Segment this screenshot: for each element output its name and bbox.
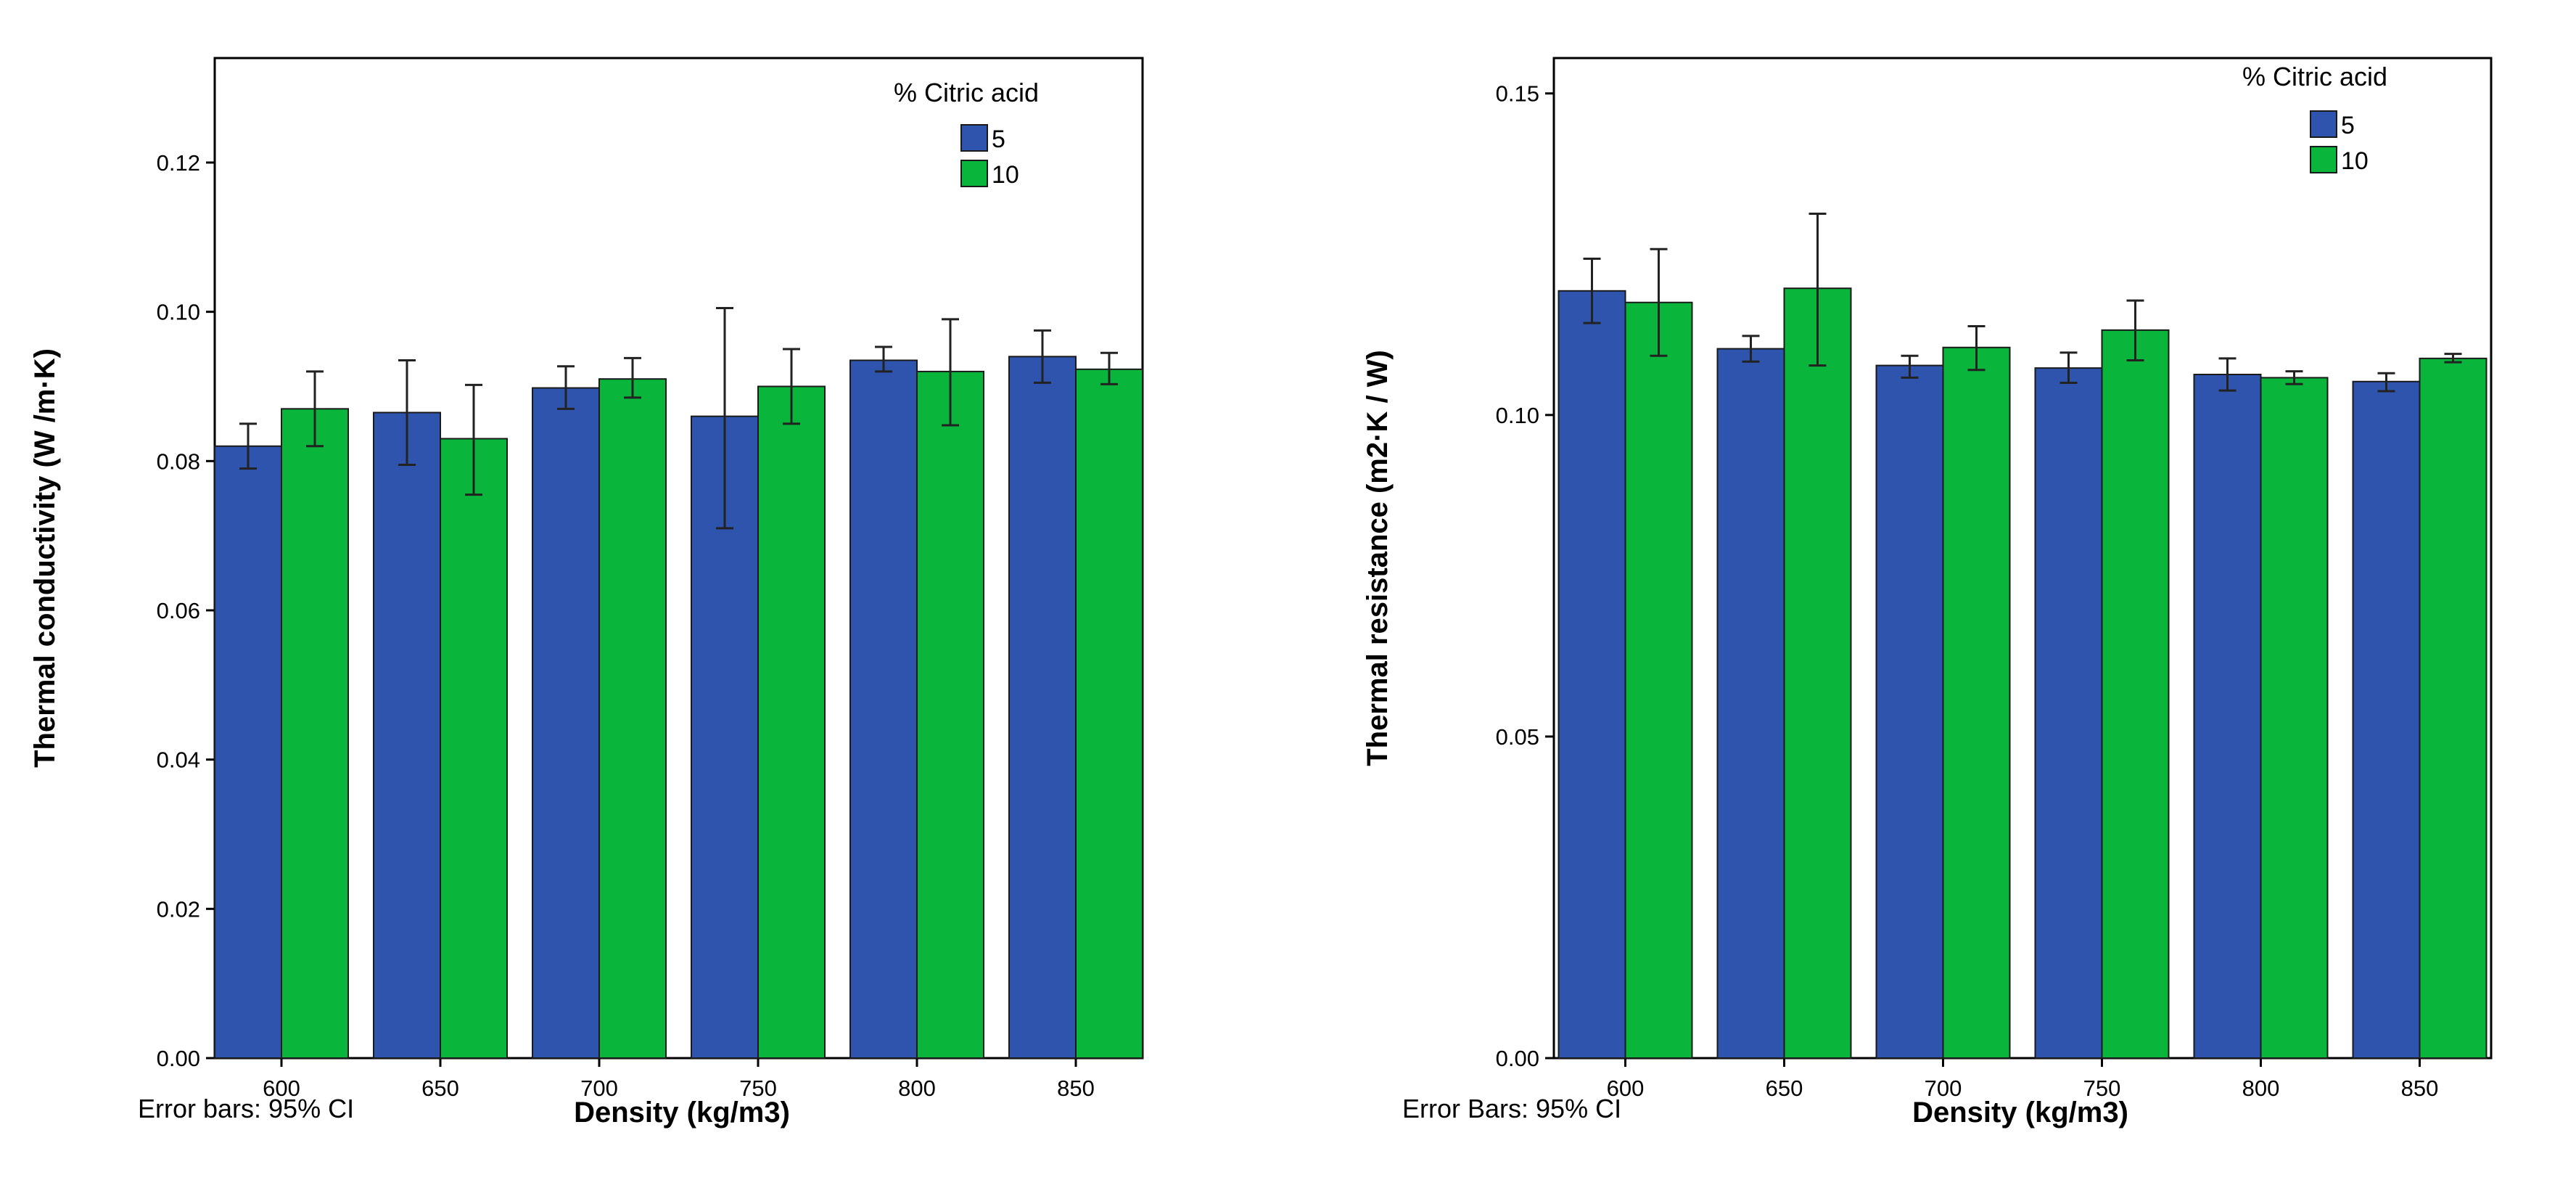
legend-title: % Citric acid (2242, 62, 2387, 91)
plot-frame (213, 57, 1144, 1060)
bar-10-650 (440, 438, 508, 1059)
legend: % Citric acid 5 10 (894, 78, 1039, 189)
bar-5-700 (1875, 364, 1944, 1059)
legend-swatch-10 (960, 160, 988, 187)
x-tick-label: 700 (1925, 1076, 1962, 1101)
chart-thermal-resistance: 0.00 0.05 0.10 0.15 600 650 700 750 800 850 % Citr… (1362, 57, 2493, 1129)
bar-5-600 (214, 445, 282, 1059)
legend-title: % Citric acid (894, 78, 1039, 107)
y-tick-label: 0.00 (157, 1046, 200, 1071)
bar-10-750 (2101, 329, 2170, 1059)
y-tick-label: 0.04 (157, 748, 200, 773)
error-bar-note: Error bars: 95% CI (138, 1094, 354, 1123)
bar-5-750 (2034, 367, 2103, 1059)
x-tick-label: 850 (1057, 1076, 1095, 1101)
legend: % Citric acid 5 10 (2242, 62, 2387, 175)
y-axis-title: Thermal conductivity (W /m·K) (29, 348, 61, 768)
error-bar-note: Error Bars: 95% CI (1402, 1094, 1621, 1123)
bar-10-700 (1942, 346, 2011, 1059)
bar-10-850 (2419, 357, 2487, 1059)
x-axis-title: Density (kg/m3) (1912, 1097, 2128, 1129)
bar-10-600 (281, 408, 349, 1059)
x-tick-label: 700 (580, 1076, 618, 1101)
x-tick-label: 650 (421, 1076, 459, 1101)
legend-label-10: 10 (2341, 147, 2369, 175)
bar-10-800 (916, 370, 984, 1059)
plot-frame (1552, 57, 2493, 1060)
bar-5-850 (1008, 356, 1077, 1060)
bar-5-600 (1557, 290, 1626, 1060)
bar-10-750 (757, 385, 826, 1059)
chart-thermal-conductivity: 0.00 0.02 0.04 0.06 0.08 0.10 0.12 600 650 700 750… (29, 57, 1144, 1129)
y-tick-label: 0.10 (1496, 403, 1539, 428)
y-tick-label: 0.10 (157, 300, 200, 325)
x-tick-label: 750 (2083, 1076, 2121, 1101)
legend-swatch-5 (960, 124, 988, 152)
x-tick-label: 800 (2242, 1076, 2280, 1101)
legend-label-5: 5 (2341, 112, 2355, 139)
bar-5-800 (849, 359, 918, 1060)
y-tick-label: 0.06 (157, 598, 200, 623)
bar-5-800 (2193, 373, 2262, 1059)
x-axis-title: Density (kg/m3) (574, 1097, 790, 1129)
legend-swatch-5 (2310, 110, 2337, 138)
x-tick-label: 750 (739, 1076, 777, 1101)
y-axis-title: Thermal resistance (m2·K / W) (1362, 350, 1394, 766)
y-tick-label: 0.02 (157, 896, 200, 922)
x-tick-label: 600 (1607, 1076, 1645, 1101)
bar-5-850 (2352, 380, 2421, 1059)
bar-10-800 (2260, 377, 2329, 1059)
x-tick-label: 650 (1766, 1076, 1803, 1101)
y-tick-label: 0.05 (1496, 724, 1539, 750)
x-tick-label: 850 (2401, 1076, 2439, 1101)
bar-10-850 (1075, 368, 1143, 1059)
y-tick-label: 0.12 (157, 150, 200, 176)
legend-swatch-10 (2310, 146, 2337, 173)
y-tick-label: 0.08 (157, 448, 200, 474)
x-tick-label: 800 (898, 1076, 936, 1101)
legend-label-5: 5 (992, 126, 1005, 153)
bar-10-650 (1783, 287, 1852, 1060)
y-tick-label: 0.15 (1496, 81, 1539, 107)
bar-10-600 (1624, 301, 1693, 1059)
bar-5-650 (373, 411, 441, 1059)
legend-label-10: 10 (992, 161, 1019, 189)
bar-10-700 (598, 378, 667, 1059)
bar-5-650 (1716, 348, 1785, 1059)
bar-5-700 (532, 387, 600, 1059)
y-tick-label: 0.00 (1496, 1046, 1539, 1071)
x-tick-label: 600 (263, 1076, 300, 1101)
